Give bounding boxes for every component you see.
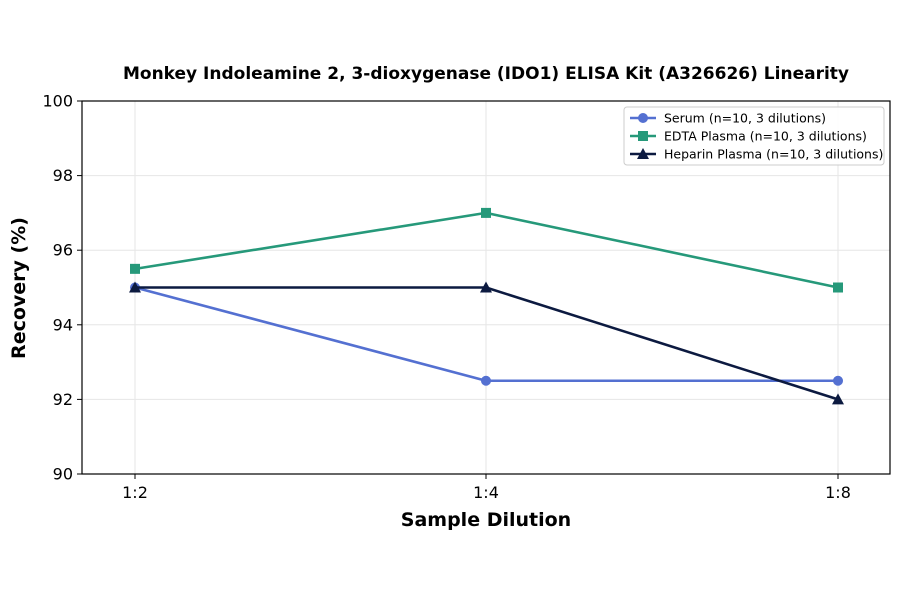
legend-item: Heparin Plasma (n=10, 3 dilutions) bbox=[630, 147, 883, 162]
legend-swatch-marker bbox=[638, 113, 648, 123]
legend: Serum (n=10, 3 dilutions) EDTA Plasma (n=… bbox=[623, 106, 885, 166]
y-tick-label: 100 bbox=[42, 92, 73, 111]
legend-item: Serum (n=10, 3 dilutions) bbox=[630, 111, 826, 126]
y-tick-label: 98 bbox=[53, 166, 73, 185]
y-tick-label: 90 bbox=[53, 465, 73, 484]
data-point bbox=[481, 207, 491, 218]
data-point bbox=[832, 393, 844, 405]
x-axis-label: Sample Dilution bbox=[401, 509, 571, 531]
series-group bbox=[129, 207, 844, 405]
data-point bbox=[833, 375, 843, 386]
series-2 bbox=[129, 281, 844, 405]
x-tick-label: 1:8 bbox=[825, 483, 851, 502]
legend-label: Heparin Plasma (n=10, 3 dilutions) bbox=[664, 147, 883, 162]
y-tick-label: 94 bbox=[53, 315, 73, 334]
x-tick-label: 1:4 bbox=[473, 483, 499, 502]
legend-item: EDTA Plasma (n=10, 3 dilutions) bbox=[630, 129, 867, 144]
series-1 bbox=[130, 207, 843, 293]
data-point bbox=[129, 281, 141, 293]
y-tick-label: 96 bbox=[53, 241, 73, 260]
legend-label: EDTA Plasma (n=10, 3 dilutions) bbox=[664, 129, 867, 144]
x-tick-label: 1:2 bbox=[122, 483, 148, 502]
chart-title: Monkey Indoleamine 2, 3-dioxygenase (IDO… bbox=[123, 64, 849, 84]
x-axis: 1:2 1:4 1:8 bbox=[122, 474, 851, 502]
y-axis-label: Recovery (%) bbox=[8, 217, 30, 359]
legend-swatch-marker bbox=[637, 148, 649, 159]
legend-box bbox=[623, 106, 885, 166]
data-point bbox=[481, 375, 491, 386]
data-point bbox=[833, 282, 843, 293]
legend-swatch-marker bbox=[638, 131, 648, 141]
data-point bbox=[130, 263, 140, 274]
y-tick-label: 92 bbox=[53, 390, 73, 409]
legend-label: Serum (n=10, 3 dilutions) bbox=[664, 111, 826, 126]
data-point bbox=[480, 281, 492, 293]
y-axis: 90 92 94 96 98 100 bbox=[42, 92, 82, 484]
